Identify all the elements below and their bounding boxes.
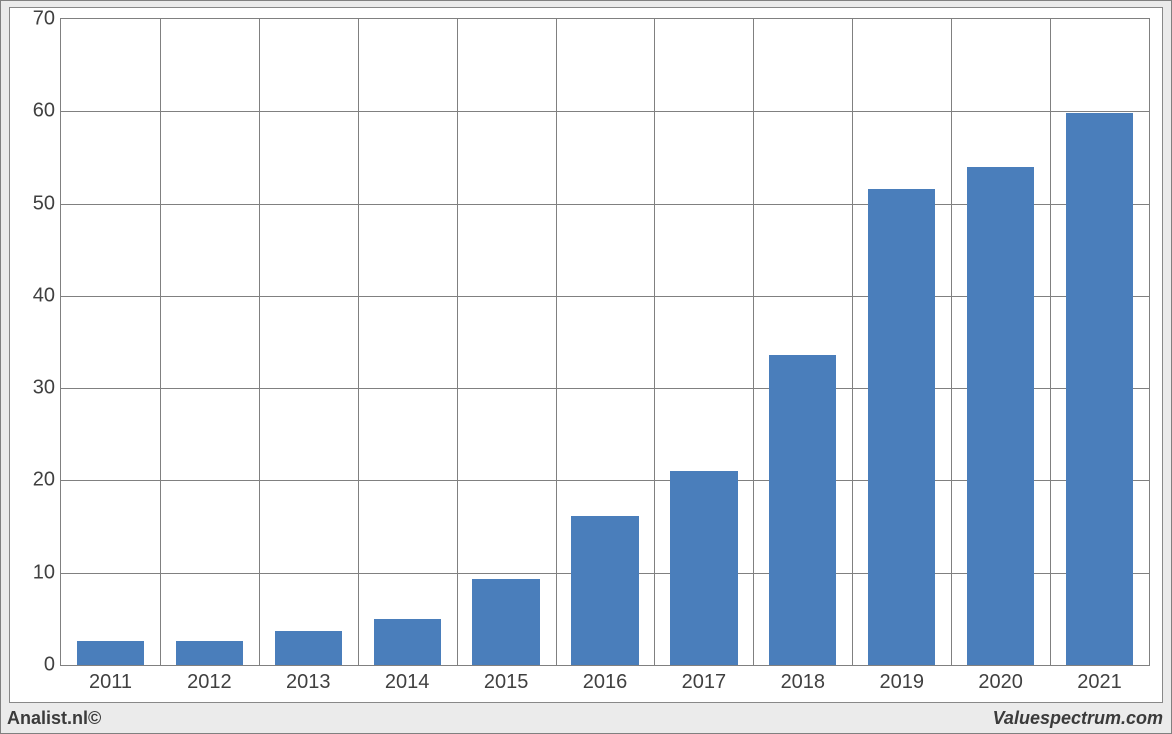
gridline-v [951, 19, 952, 665]
gridline-v [358, 19, 359, 665]
y-tick-label: 50 [33, 192, 55, 215]
footer-right-credit: Valuespectrum.com [993, 708, 1163, 729]
bar [176, 641, 243, 665]
y-tick-label: 30 [33, 377, 55, 400]
gridline-v [259, 19, 260, 665]
x-tick-label: 2014 [385, 671, 430, 694]
bar [769, 355, 836, 665]
bar [670, 471, 737, 665]
chart-frame: 0 10 20 30 40 50 60 70 2011 2012 2013 2014 2015 2016 2… [0, 0, 1172, 734]
bar [967, 167, 1034, 665]
x-tick-label: 2016 [583, 671, 628, 694]
bar [868, 189, 935, 665]
x-tick-label: 2017 [682, 671, 727, 694]
x-tick-label: 2018 [781, 671, 826, 694]
gridline-v [457, 19, 458, 665]
x-tick-label: 2011 [89, 671, 132, 694]
x-tick-label: 2020 [978, 671, 1023, 694]
x-tick-label: 2012 [187, 671, 232, 694]
bar [472, 579, 539, 665]
x-tick-label: 2019 [879, 671, 924, 694]
x-tick-label: 2013 [286, 671, 331, 694]
gridline-v [654, 19, 655, 665]
bar [1066, 113, 1133, 665]
plot-wrap: 0 10 20 30 40 50 60 70 2011 2012 2013 2014 2015 2016 2… [9, 7, 1163, 703]
bar [571, 516, 638, 665]
footer-left-credit: Analist.nl© [7, 708, 101, 729]
gridline-v [1050, 19, 1051, 665]
plot-area: 0102030405060702011201220132014201520162… [60, 18, 1150, 666]
x-tick-label: 2015 [484, 671, 529, 694]
y-tick-label: 0 [44, 654, 55, 677]
y-tick-label: 20 [33, 469, 55, 492]
gridline-v [753, 19, 754, 665]
y-tick-label: 40 [33, 284, 55, 307]
gridline-v [852, 19, 853, 665]
y-tick-label: 70 [33, 8, 55, 31]
x-tick-label: 2021 [1077, 671, 1122, 694]
gridline-v [556, 19, 557, 665]
gridline-h [61, 111, 1149, 112]
bar [374, 619, 441, 665]
bar [77, 641, 144, 665]
gridline-v [160, 19, 161, 665]
y-tick-label: 60 [33, 100, 55, 123]
bar [275, 631, 342, 665]
y-tick-label: 10 [33, 561, 55, 584]
